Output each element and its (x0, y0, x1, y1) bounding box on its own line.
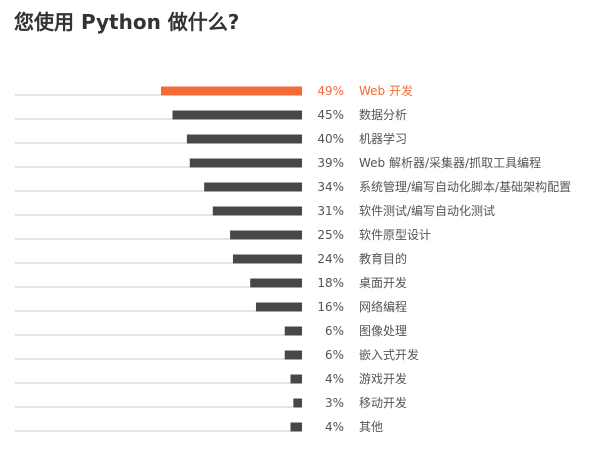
value-label-5: 31% (317, 204, 344, 218)
bar-3 (189, 158, 302, 168)
value-label-6: 25% (317, 228, 344, 242)
bar-11 (284, 350, 302, 360)
value-label-14: 4% (325, 420, 344, 434)
value-label-4: 34% (317, 180, 344, 194)
category-label-10: 图像处理 (359, 324, 407, 338)
value-label-13: 3% (325, 396, 344, 410)
bar-9 (255, 302, 302, 312)
category-label-13: 移动开发 (359, 395, 407, 410)
category-label-9: 网络编程 (359, 299, 407, 314)
bar-4 (204, 182, 302, 192)
value-label-11: 6% (325, 348, 344, 362)
bar-7 (232, 254, 302, 264)
category-label-6: 软件原型设计 (359, 228, 431, 242)
bar-10 (284, 326, 302, 336)
category-label-11: 嵌入式开发 (359, 347, 419, 362)
value-label-7: 24% (317, 252, 344, 266)
category-label-0: Web 开发 (359, 83, 413, 98)
category-label-14: 其他 (359, 420, 383, 434)
bar-1 (172, 110, 302, 120)
value-label-12: 4% (325, 372, 344, 386)
category-label-8: 桌面开发 (359, 275, 407, 290)
value-label-9: 16% (317, 300, 344, 314)
category-label-12: 游戏开发 (359, 371, 407, 386)
category-label-4: 系统管理/编写自动化脚本/基础架构配置 (359, 179, 571, 194)
bar-12 (290, 374, 302, 384)
category-label-2: 机器学习 (359, 131, 407, 146)
chart-title: 您使用 Python 做什么? (14, 10, 240, 34)
value-label-8: 18% (317, 276, 344, 290)
value-label-1: 45% (317, 108, 344, 122)
value-label-0: 49% (317, 84, 344, 98)
value-label-2: 40% (317, 132, 344, 146)
category-label-7: 教育目的 (359, 251, 407, 266)
bar-6 (230, 230, 302, 240)
bar-0 (161, 86, 302, 96)
category-label-1: 数据分析 (359, 107, 407, 122)
bar-5 (212, 206, 302, 216)
category-label-5: 软件测试/编写自动化测试 (359, 203, 495, 218)
bar-2 (186, 134, 302, 144)
bar-13 (293, 398, 302, 408)
bar-14 (290, 422, 302, 432)
bar-8 (250, 278, 302, 288)
category-label-3: Web 解析器/采集器/抓取工具编程 (359, 155, 541, 170)
value-label-3: 39% (317, 156, 344, 170)
value-label-10: 6% (325, 324, 344, 338)
